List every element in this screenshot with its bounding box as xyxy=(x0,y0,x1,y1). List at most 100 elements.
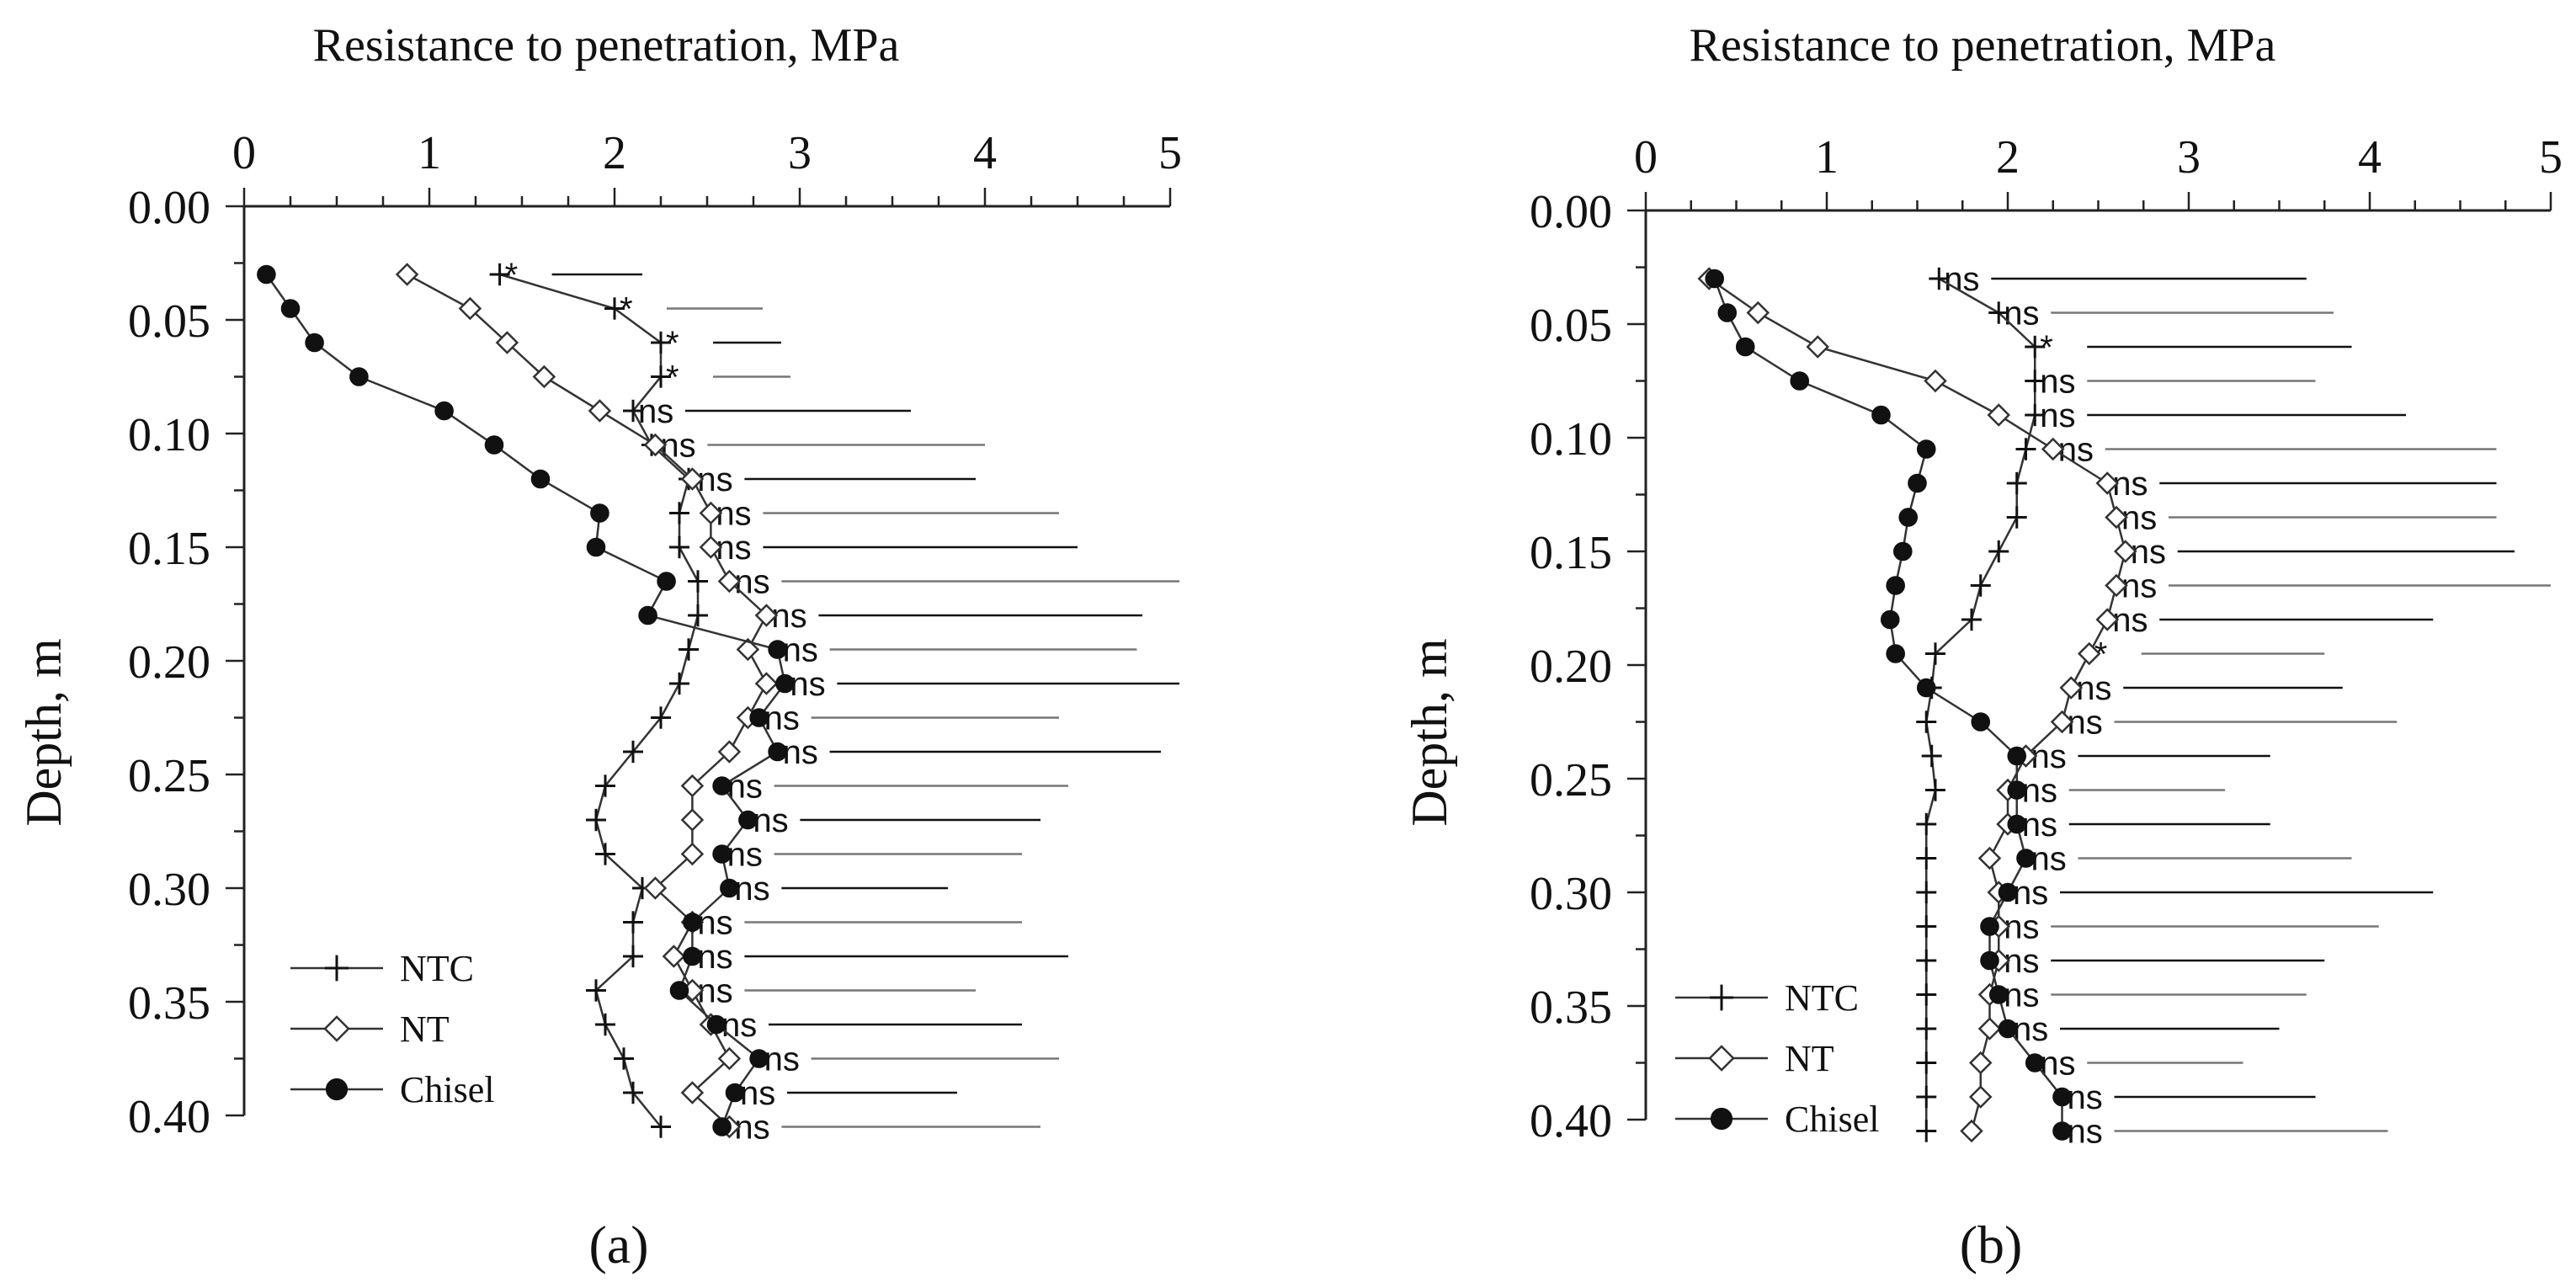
panel-b-legend-marker xyxy=(1710,1107,1733,1131)
panel-a-ntc-point xyxy=(595,1013,615,1036)
panel-a-significance-label: ns xyxy=(721,1007,757,1044)
panel-b-legend-label: NT xyxy=(1785,1038,1834,1079)
panel-a-legend-label: NT xyxy=(400,1009,450,1050)
panel-a-nt-point xyxy=(717,1046,742,1071)
panel-a-ntc-point xyxy=(688,604,708,627)
panel-a-nt-point xyxy=(717,740,742,764)
panel-b-chisel-point xyxy=(1893,541,1913,562)
panel-a-ntc-point xyxy=(651,1115,671,1138)
panel-a-chisel-point xyxy=(349,367,369,386)
panel-b-legend-label: Chisel xyxy=(1785,1099,1879,1140)
panel-a-significance-label: ns xyxy=(716,530,751,567)
panel-a-chisel-point xyxy=(530,469,551,489)
panel-a-ntc-point xyxy=(604,297,625,320)
panel-a-nt-point xyxy=(680,467,705,491)
panel-a-ntc-point xyxy=(688,570,708,593)
panel-a-nt-point xyxy=(680,1081,705,1104)
panel-a-nt-point xyxy=(754,604,779,627)
panel-a-legend-nt: NT xyxy=(290,1009,450,1050)
panel-b-y-tick-label: 0.40 xyxy=(1530,1095,1612,1147)
panel-a-significance-label: ns xyxy=(783,632,818,669)
panel-a-chisel-point xyxy=(305,333,324,353)
panel-a-nt-point xyxy=(699,501,723,525)
panel-b-chisel-point xyxy=(2052,1121,2072,1141)
panel-b-significance-label: ns xyxy=(2040,364,2075,401)
panel-a-significance-label: ns xyxy=(697,461,732,498)
panel-a-label: (a) xyxy=(588,1215,648,1275)
panel-a-y-tick-label: 0.35 xyxy=(128,977,210,1030)
panel-b-label: (b) xyxy=(1960,1215,2023,1275)
panel-b-significance-label: ns xyxy=(2068,1079,2103,1116)
panel-a-nt-point xyxy=(717,569,742,593)
panel-a-nt-point xyxy=(662,945,686,968)
panel-b-ntc-point xyxy=(1916,983,1937,1006)
panel-a-significance-label: ns xyxy=(771,598,806,635)
panel-a-legend-label: Chisel xyxy=(400,1069,494,1110)
panel-b-nt-point xyxy=(1806,335,1830,359)
panel-b-significance-label: * xyxy=(2040,329,2053,366)
panel-b-significance-label: ns xyxy=(2004,909,2039,946)
panel-b-significance-label: ns xyxy=(2031,841,2067,878)
panel-a-legend-marker xyxy=(325,955,349,982)
panel-b-chisel-point xyxy=(1717,303,1738,322)
panel-b-chisel-point xyxy=(1980,917,1999,936)
panel-a-nt-point xyxy=(458,296,482,321)
panel-a-nt-point xyxy=(680,774,705,798)
panel-a-chisel-point xyxy=(712,776,732,796)
panel-a-chisel-point xyxy=(683,946,702,966)
panel-a-chisel-point xyxy=(738,810,758,830)
panel-a-chisel-point xyxy=(706,1014,726,1035)
panel-b-ntc-point xyxy=(2015,438,2036,460)
panel-b-nt-point xyxy=(1968,1051,1993,1075)
panel-a-x-tick-label: 3 xyxy=(788,127,812,179)
panel-b-significance-label: ns xyxy=(2121,500,2157,537)
panel-b-y-tick-label: 0.25 xyxy=(1530,754,1612,806)
panel-a-y-tick-label: 0.05 xyxy=(128,295,210,348)
panel-a-significance-label: ns xyxy=(734,564,769,601)
panel-b-nt-point xyxy=(1977,846,2002,870)
panel-a-title: Resistance to penetration, MPa xyxy=(313,19,900,72)
panel-a-chisel-point xyxy=(712,1117,732,1136)
panel-a-chisel-point xyxy=(749,1049,769,1068)
panel-a-legend-ntc: NTC xyxy=(290,948,474,989)
panel-a-chart: Resistance to penetration, MPa Depth, m … xyxy=(16,19,1182,1275)
panel-a-significance-label: ns xyxy=(638,393,673,430)
panel-a-y-tick-label: 0.20 xyxy=(128,636,210,689)
panel-b-ntc-point xyxy=(1916,847,1937,870)
panel-b-significance-label: ns xyxy=(2068,705,2103,742)
panel-a-y-tick-label: 0.15 xyxy=(128,523,210,575)
panel-b-ntc-point xyxy=(1916,1085,1937,1109)
panel-b-significance-label: ns xyxy=(2112,466,2148,503)
panel-a-ntc-point xyxy=(669,672,689,695)
panel-b-legend-nt: NT xyxy=(1675,1038,1834,1079)
panel-b-chisel-point xyxy=(1705,269,1724,289)
panel-b-ntc-point xyxy=(1921,744,1942,768)
panel-b-chisel-point xyxy=(2052,1087,2072,1107)
panel-b-chisel-point xyxy=(1886,576,1905,595)
panel-b-nt-point xyxy=(1968,1085,1993,1109)
panel-b-ntc-point xyxy=(1916,1051,1937,1074)
panel-a-nt-point xyxy=(680,842,705,866)
panel-a-x-tick-label: 1 xyxy=(418,127,441,179)
panel-a-x-tick-label: 5 xyxy=(1158,127,1182,179)
panel-a-significance-label: ns xyxy=(764,1041,800,1078)
panel-b-ntc-point xyxy=(2025,370,2046,392)
panel-a-series-ntc-line xyxy=(499,273,700,1128)
panel-b-ntc-point xyxy=(2006,506,2027,529)
panel-b-ntc-point xyxy=(2006,471,2027,495)
panel-b-y-tick-label: 0.35 xyxy=(1530,982,1612,1034)
panel-b-ntc-point xyxy=(1925,642,1945,665)
panel-a-chisel-point xyxy=(768,640,787,659)
panel-b-nt-point xyxy=(2059,676,2084,700)
panel-b-significance-label: ns xyxy=(2022,773,2057,810)
panel-b-nt-point xyxy=(1977,1017,2002,1041)
panel-b-chisel-point xyxy=(1886,644,1905,663)
panel-a-significance-label: * xyxy=(505,257,519,294)
panel-b-ntc-point xyxy=(1916,915,1937,938)
panel-b-nt-point xyxy=(2113,540,2137,563)
panel-b-nt-point xyxy=(2095,471,2120,495)
panel-a-ntc-point xyxy=(669,502,689,524)
panel-b-chisel-point xyxy=(2007,814,2027,834)
panel-a-significance-label: * xyxy=(666,325,679,362)
